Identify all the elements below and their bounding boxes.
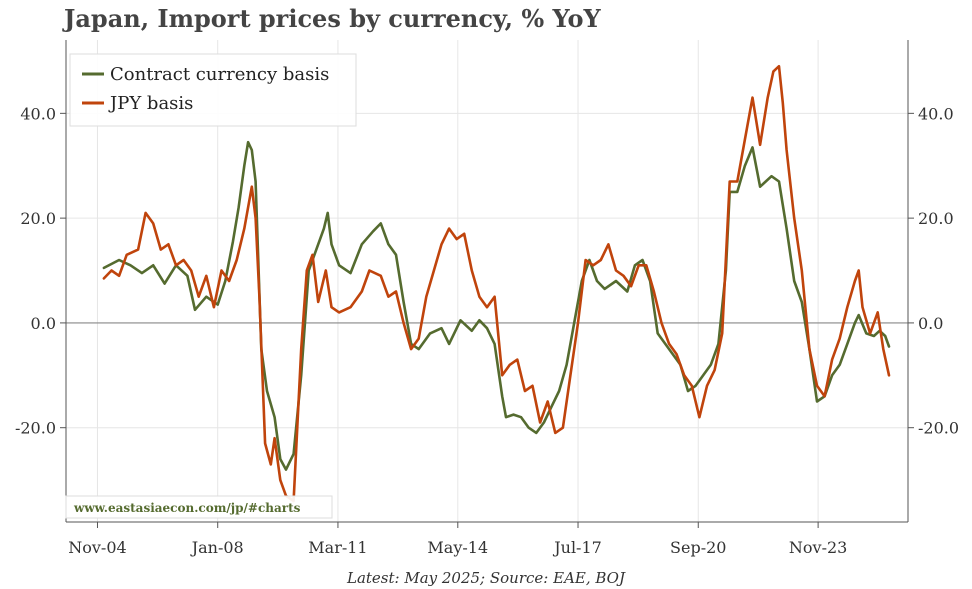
- y-tick-label-right: 20.0: [918, 209, 954, 228]
- y-tick-label-left: 0.0: [31, 314, 56, 333]
- series-layer: [102, 64, 891, 503]
- watermark: www.eastasiaecon.com/jp/#charts: [65, 495, 333, 519]
- y-tick-label-right: 40.0: [918, 104, 954, 123]
- chart-title: Japan, Import prices by currency, % YoY: [64, 4, 601, 33]
- axis-layer: Nov-04 Jan-08 Mar-11 May-14 Jul-17 Sep-20 Nov-…: [15, 40, 959, 557]
- y-tick-label-left: -20.0: [15, 419, 56, 438]
- x-tick-label: Nov-04: [68, 538, 126, 557]
- x-tick-label: Mar-11: [308, 538, 367, 557]
- chart-caption: Latest: May 2025; Source: EAE, BOJ: [346, 569, 626, 587]
- y-tick-label-left: 20.0: [20, 209, 56, 228]
- x-tick-label: Sep-20: [670, 538, 726, 557]
- legend-box: [69, 53, 357, 127]
- y-tick-label-right: 0.0: [918, 314, 943, 333]
- legend-label-jpy: JPY basis: [108, 93, 193, 114]
- x-tick-label: Jan-08: [190, 538, 244, 557]
- legend: Contract currency basis JPY basis: [69, 53, 357, 127]
- y-tick-label-left: 40.0: [20, 104, 56, 123]
- y-tick-label-right: -20.0: [918, 419, 959, 438]
- x-tick-label: May-14: [427, 538, 488, 557]
- watermark-text: www.eastasiaecon.com/jp/#charts: [73, 501, 301, 515]
- series-line-contract-currency-basis: [102, 140, 891, 471]
- x-tick-label: Nov-23: [789, 538, 847, 557]
- x-tick-label: Jul-17: [552, 538, 602, 557]
- legend-label-contract-currency: Contract currency basis: [110, 64, 329, 85]
- watermark-box: [65, 495, 333, 519]
- series-line-jpy-basis: [102, 64, 891, 503]
